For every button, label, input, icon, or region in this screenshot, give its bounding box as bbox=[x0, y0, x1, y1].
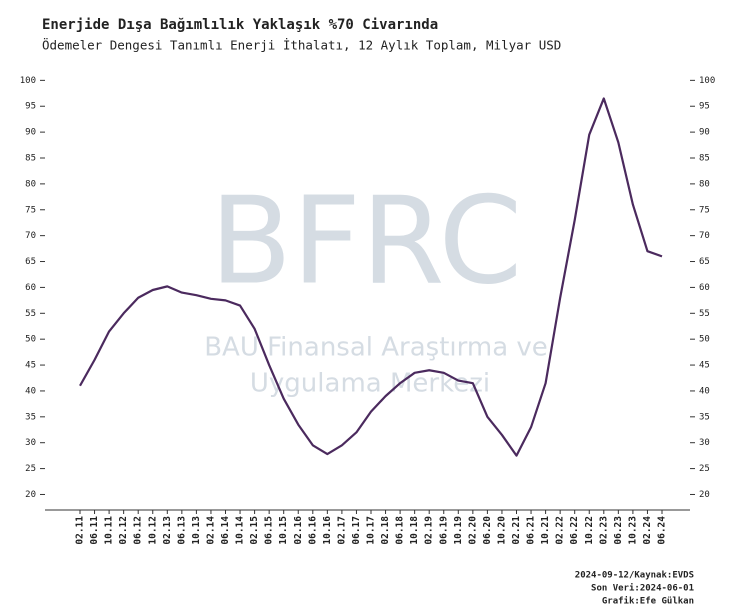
x-tick-label: 06.24 bbox=[657, 516, 668, 545]
x-tick-label: 10.18 bbox=[409, 516, 420, 545]
x-tick-label: 02.17 bbox=[336, 516, 347, 545]
x-tick-label: 06.15 bbox=[264, 516, 275, 545]
y2-tick-label: 80 bbox=[699, 179, 710, 189]
x-tick-label: 10.17 bbox=[366, 516, 377, 545]
y-tick-label: 55 bbox=[25, 309, 36, 319]
x-tick-label: 06.13 bbox=[176, 516, 187, 545]
y2-tick-label: 20 bbox=[699, 490, 710, 500]
y2-tick-label: 30 bbox=[699, 438, 710, 448]
x-tick-label: 06.19 bbox=[438, 516, 449, 545]
y2-tick-label: 35 bbox=[699, 412, 710, 422]
x-tick-label: 02.22 bbox=[555, 516, 566, 545]
x-tick-label: 02.15 bbox=[249, 516, 260, 545]
x-tick-label: 10.22 bbox=[584, 516, 595, 545]
x-tick-label: 06.23 bbox=[613, 516, 624, 545]
y2-tick-label: 100 bbox=[699, 76, 715, 86]
y-tick-label: 20 bbox=[25, 490, 36, 500]
x-tick-label: 10.19 bbox=[453, 516, 464, 545]
x-tick-label: 06.12 bbox=[133, 516, 144, 545]
y-tick-label: 25 bbox=[25, 464, 36, 474]
y2-tick-label: 50 bbox=[699, 335, 710, 345]
x-tick-label: 06.16 bbox=[307, 516, 318, 545]
x-tick-label: 10.16 bbox=[322, 516, 333, 545]
y2-tick-label: 90 bbox=[699, 128, 710, 138]
x-tick-label: 10.14 bbox=[235, 516, 246, 545]
x-tick-label: 06.22 bbox=[569, 516, 580, 545]
x-tick-label: 10.12 bbox=[147, 516, 158, 545]
chart-title: Enerjide Dışa Bağımlılık Yaklaşık %70 Ci… bbox=[42, 17, 438, 33]
x-tick-label: 10.21 bbox=[540, 516, 551, 545]
y-tick-label: 100 bbox=[20, 76, 36, 86]
y-tick-label: 70 bbox=[25, 231, 36, 241]
y-tick-label: 40 bbox=[25, 386, 36, 396]
y2-tick-label: 75 bbox=[699, 205, 710, 215]
y-tick-label: 45 bbox=[25, 361, 36, 371]
x-tick-label: 02.14 bbox=[205, 516, 216, 545]
y-tick-label: 50 bbox=[25, 335, 36, 345]
x-tick-label: 10.11 bbox=[104, 516, 115, 545]
x-tick-label: 02.12 bbox=[118, 516, 129, 545]
x-tick-label: 06.14 bbox=[220, 516, 231, 545]
y-tick-label: 35 bbox=[25, 412, 36, 422]
y-tick-label: 85 bbox=[25, 154, 36, 164]
x-tick-label: 02.13 bbox=[162, 516, 173, 545]
x-tick-label: 06.18 bbox=[395, 516, 406, 545]
x-tick-label: 10.20 bbox=[496, 516, 507, 545]
footer: 2024-09-12/Kaynak:EVDS bbox=[575, 571, 694, 581]
x-tick-label: 02.21 bbox=[511, 516, 522, 545]
y2-tick-label: 70 bbox=[699, 231, 710, 241]
x-tick-label: 02.16 bbox=[293, 516, 304, 545]
chart-subtitle: Ödemeler Dengesi Tanımlı Enerji İthalatı… bbox=[42, 37, 561, 53]
y2-tick-label: 40 bbox=[699, 386, 710, 396]
y2-tick-label: 55 bbox=[699, 309, 710, 319]
watermark: BFRC bbox=[210, 173, 523, 312]
x-tick-label: 06.11 bbox=[89, 516, 100, 545]
y2-tick-label: 95 bbox=[699, 102, 710, 112]
y-tick-label: 90 bbox=[25, 128, 36, 138]
x-tick-label: 02.18 bbox=[380, 516, 391, 545]
watermark: Uygulama Merkezi bbox=[250, 369, 490, 399]
x-tick-label: 02.19 bbox=[424, 516, 435, 545]
y-tick-label: 65 bbox=[25, 257, 36, 267]
y2-tick-label: 65 bbox=[699, 257, 710, 267]
y2-tick-label: 25 bbox=[699, 464, 710, 474]
y-tick-label: 95 bbox=[25, 102, 36, 112]
x-tick-label: 06.21 bbox=[526, 516, 537, 545]
x-tick-label: 02.24 bbox=[642, 516, 653, 545]
y2-tick-label: 85 bbox=[699, 154, 710, 164]
x-tick-label: 06.17 bbox=[351, 516, 362, 545]
x-tick-label: 10.15 bbox=[278, 516, 289, 545]
y2-tick-label: 60 bbox=[699, 283, 710, 293]
x-tick-label: 10.23 bbox=[627, 516, 638, 545]
y-tick-label: 30 bbox=[25, 438, 36, 448]
x-tick-label: 02.11 bbox=[75, 516, 86, 545]
watermark: BAU Finansal Araştırma ve bbox=[204, 333, 548, 363]
footer: Grafik:Efe Gülkan bbox=[602, 596, 694, 607]
y-tick-label: 60 bbox=[25, 283, 36, 293]
x-tick-label: 02.20 bbox=[467, 516, 478, 545]
x-tick-label: 06.20 bbox=[482, 516, 493, 545]
x-tick-label: 10.13 bbox=[191, 516, 202, 545]
y2-tick-label: 45 bbox=[699, 361, 710, 371]
y-tick-label: 75 bbox=[25, 205, 36, 215]
footer: Son Veri:2024-06-01 bbox=[591, 583, 694, 594]
data-line bbox=[79, 97, 663, 457]
x-tick-label: 02.23 bbox=[598, 516, 609, 545]
y-tick-label: 80 bbox=[25, 179, 36, 189]
